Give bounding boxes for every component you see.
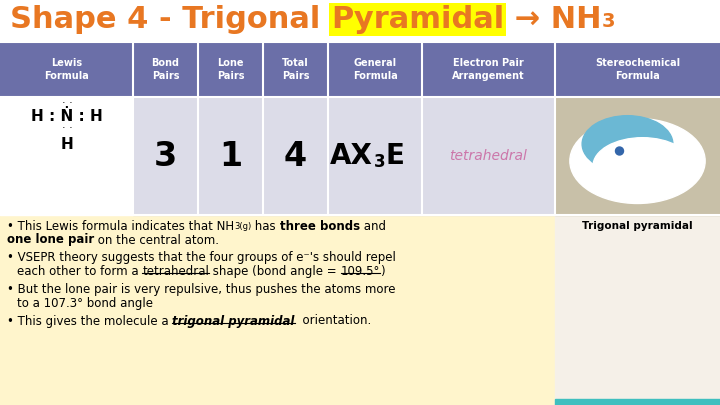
- Text: three bonds: three bonds: [280, 220, 360, 233]
- Bar: [555, 215, 720, 405]
- Text: 1: 1: [219, 139, 242, 173]
- Text: one lone pair: one lone pair: [7, 234, 94, 247]
- Text: AX: AX: [330, 142, 373, 170]
- Bar: [422, 97, 555, 215]
- Text: Trigonal pyramidal: Trigonal pyramidal: [582, 221, 693, 231]
- Text: H: H: [61, 137, 74, 152]
- Bar: [263, 97, 328, 215]
- Text: 3: 3: [602, 12, 616, 31]
- Text: General
Formula: General Formula: [353, 58, 397, 81]
- Text: → NH: → NH: [504, 5, 602, 34]
- Text: 109.5°: 109.5°: [341, 265, 380, 278]
- Bar: [555, 97, 720, 215]
- Text: on the central atom.: on the central atom.: [94, 234, 220, 247]
- Text: • This gives the molecule a: • This gives the molecule a: [7, 315, 172, 328]
- Ellipse shape: [582, 116, 673, 172]
- Text: • But the lone pair is very repulsive, thus pushes the atoms more: • But the lone pair is very repulsive, t…: [7, 283, 395, 296]
- Bar: [0, 0, 720, 42]
- Bar: [198, 97, 263, 215]
- Text: shape (bond angle =: shape (bond angle =: [210, 265, 341, 278]
- Text: Lone
Pairs: Lone Pairs: [217, 58, 244, 81]
- Bar: [133, 97, 198, 215]
- Text: ): ): [380, 265, 384, 278]
- Text: • This Lewis formula indicates that NH: • This Lewis formula indicates that NH: [7, 220, 234, 233]
- Bar: [555, 399, 720, 405]
- Ellipse shape: [616, 147, 624, 155]
- Bar: [0, 97, 133, 215]
- Text: 4: 4: [284, 139, 307, 173]
- Text: Electron Pair
Arrangement: Electron Pair Arrangement: [452, 58, 525, 81]
- Bar: [198, 42, 263, 97]
- Text: Stereochemical
Formula: Stereochemical Formula: [595, 58, 680, 81]
- Ellipse shape: [570, 119, 705, 203]
- Text: Pyramidal: Pyramidal: [331, 5, 504, 34]
- Text: trigonal pyramidal: trigonal pyramidal: [172, 315, 294, 328]
- Text: Bond
Pairs: Bond Pairs: [151, 58, 179, 81]
- Bar: [555, 42, 720, 97]
- Bar: [422, 42, 555, 97]
- Text: 3: 3: [154, 139, 177, 173]
- Text: each other to form a: each other to form a: [17, 265, 143, 278]
- Bar: [0, 215, 555, 405]
- Ellipse shape: [593, 138, 692, 194]
- Text: Total
Pairs: Total Pairs: [282, 58, 310, 81]
- Text: • VSEPR theory suggests that the four groups of e⁻'s should repel: • VSEPR theory suggests that the four gr…: [7, 252, 396, 264]
- Text: · ·: · ·: [62, 123, 73, 133]
- Text: 3: 3: [374, 153, 386, 171]
- Text: and: and: [360, 220, 386, 233]
- Text: E: E: [385, 142, 404, 170]
- Text: H : Ṅ : H: H : Ṅ : H: [31, 109, 102, 124]
- Text: has: has: [251, 220, 280, 233]
- Bar: [133, 42, 198, 97]
- Text: Shape 4 - Trigonal: Shape 4 - Trigonal: [10, 5, 331, 34]
- Text: tetrahedral: tetrahedral: [449, 149, 528, 163]
- Bar: [328, 42, 422, 97]
- Text: orientation.: orientation.: [294, 315, 371, 328]
- Text: to a 107.3° bond angle: to a 107.3° bond angle: [17, 296, 153, 309]
- Text: 3(g): 3(g): [234, 222, 251, 231]
- Text: Lewis
Formula: Lewis Formula: [44, 58, 89, 81]
- Bar: [0, 42, 133, 97]
- Text: · ·: · ·: [62, 98, 73, 108]
- Bar: [263, 42, 328, 97]
- Bar: [328, 97, 422, 215]
- Text: tetrahedral: tetrahedral: [143, 265, 210, 278]
